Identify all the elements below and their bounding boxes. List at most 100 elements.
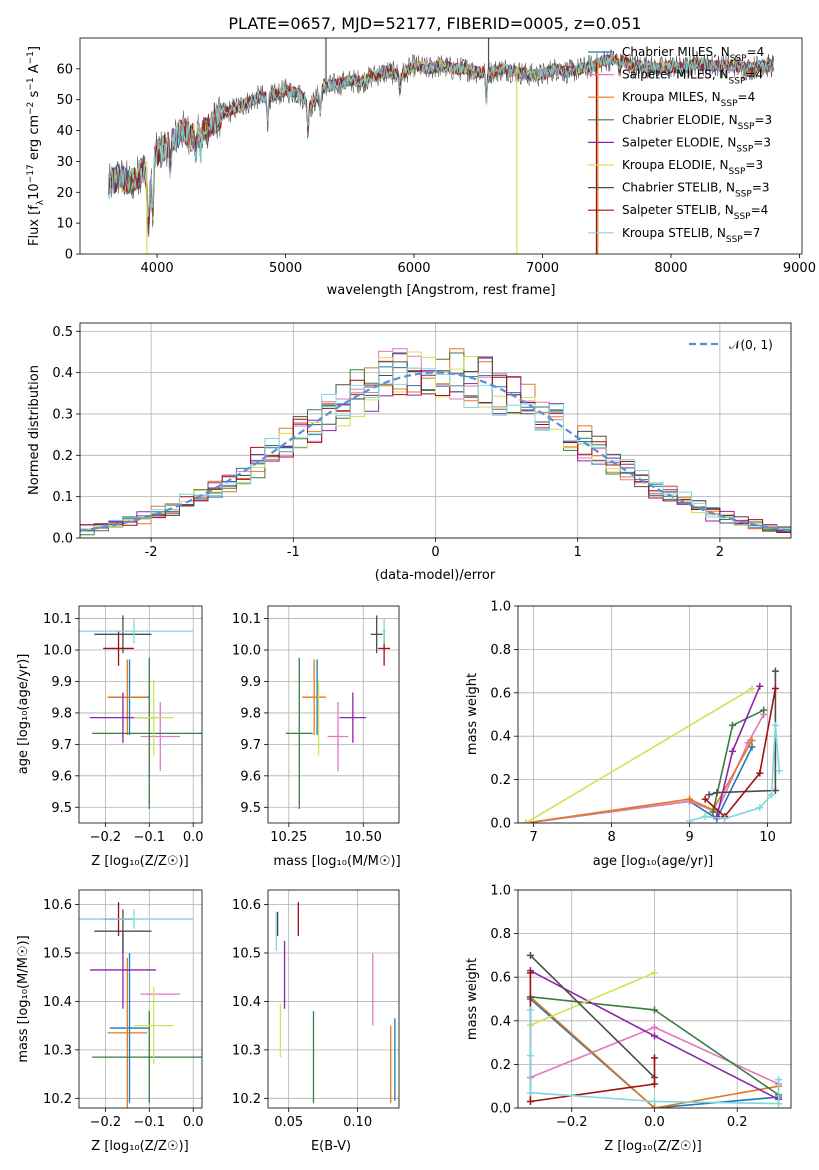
- label-part: Chabrier MILES, N: [622, 45, 730, 59]
- x-tick-label: 6000: [397, 261, 430, 276]
- weight-marker-chabrier-stelib: [771, 667, 779, 675]
- label-part: −1: [26, 51, 36, 64]
- x-tick-label: 0.10: [343, 1115, 372, 1130]
- residual-histogram-kroupa-stelib: [80, 361, 791, 535]
- y-tick-label: 20: [56, 186, 73, 201]
- legend-entry-salpeter-stelib: Salpeter STELIB, NSSP=4: [622, 203, 768, 222]
- y-axis-label: mass [log₁₀(M/M☉)]: [16, 935, 31, 1062]
- axes-frame: [78, 605, 203, 824]
- y-tick-label: 10.6: [43, 898, 72, 913]
- y-tick-label: 0.0: [490, 817, 511, 832]
- weight-marker-kroupa-stelib: [526, 1052, 534, 1060]
- weight-line-kroupa-elodie: [530, 972, 655, 1026]
- x-tick-label: 0.05: [274, 1115, 303, 1130]
- label-part: erg cm: [27, 115, 42, 164]
- y-tick-label: 10.5: [232, 946, 261, 961]
- legend-entry-chabrier-elodie: Chabrier ELODIE, NSSP=3: [622, 113, 772, 132]
- weight-marker-chabrier-stelib: [713, 789, 721, 797]
- weight-marker-kroupa-miles: [686, 795, 694, 803]
- label-part: =4: [747, 45, 765, 59]
- y-tick-label: 10.2: [43, 1092, 72, 1107]
- x-axis-label: Z [log₁₀(Z/Z☉)]: [91, 854, 188, 869]
- y-tick-label: 9.6: [51, 769, 72, 784]
- weight-marker-kroupa-stelib: [775, 1076, 783, 1084]
- mass-vs-metallicity-panel: −0.2 −0.1 0.0 10.2 10.3 10.4 10.5 10.6 Z [log₁₀(…: [16, 889, 204, 1154]
- weight-marker-kroupa-miles: [748, 737, 756, 745]
- y-tick-label: 9.5: [51, 801, 72, 816]
- plot-area: [522, 667, 783, 823]
- x-tick-label: -2: [145, 545, 158, 560]
- label-part: Salpeter STELIB, N: [622, 203, 734, 217]
- weight-marker-kroupa-stelib: [756, 804, 764, 812]
- weight-marker-kroupa-stelib: [768, 791, 775, 799]
- weight-line-chabrier-miles: [529, 998, 779, 1108]
- label-part: =4: [738, 90, 756, 104]
- x-axis-label: Z [log₁₀(Z/Z☉)]: [604, 1139, 701, 1154]
- label-part: =3: [745, 158, 763, 172]
- y-tick-label: 0.0: [52, 532, 73, 547]
- x-tick-label: 2: [716, 545, 724, 560]
- age-vs-mass-panel: 10.25 10.50 9.5 9.6 9.7 9.8 9.9 10.0 10.1 mass [l…: [232, 605, 401, 869]
- label-part: Kroupa ELODIE, N: [622, 158, 729, 172]
- weight-marker-salpeter-stelib: [651, 1080, 658, 1088]
- label-part: −17: [26, 164, 36, 183]
- y-tick-label: 0.6: [490, 686, 511, 701]
- y-tick-label: 0.8: [490, 927, 511, 942]
- residuals-panel: -2 -1 0 1 2 0.0 0.1 0.2 0.3 0.4 0.5 (data-model)/er…: [27, 322, 792, 583]
- weight-line-kroupa-elodie: [525, 687, 753, 823]
- plot-area: [285, 615, 391, 809]
- mass-vs-ebv-panel: 0.05 0.10 10.2 10.3 10.4 10.5 10.6 E(B-V): [232, 889, 400, 1154]
- x-axis-label: age [log₁₀(age/yr)]: [593, 854, 714, 869]
- y-tick-label: 10.5: [43, 946, 72, 961]
- weight-marker-kroupa-stelib: [701, 812, 709, 820]
- model-spectrum-kroupa-stelib: [107, 52, 774, 218]
- axes-frame: [267, 605, 400, 824]
- y-tick-label: 10.3: [232, 1043, 261, 1058]
- weight-vs-metallicity-panel: −0.2 0.0 0.2 0.0 0.2 0.4 0.6 0.8 1.0 Z [log₁₀(Z/Z…: [465, 884, 792, 1154]
- y-tick-label: 9.8: [240, 706, 261, 721]
- x-tick-label: −0.2: [90, 1115, 122, 1130]
- weight-marker-chabrier-elodie: [760, 706, 768, 714]
- x-axis-label: Z [log₁₀(Z/Z☉)]: [91, 1139, 188, 1154]
- weight-line-kroupa-miles: [529, 996, 779, 1108]
- legend-entry-kroupa-miles: Kroupa MILES, NSSP=4: [622, 90, 755, 109]
- y-tick-label: 0.3: [52, 407, 73, 422]
- axes-frame: [267, 889, 400, 1109]
- axes-frame: [79, 322, 792, 539]
- weight-marker-chabrier-elodie: [651, 1006, 658, 1014]
- x-tick-label: 0.0: [644, 1115, 665, 1130]
- label-part: ]: [27, 46, 42, 51]
- label-part: SSP: [729, 77, 746, 87]
- weight-marker-salpeter-stelib: [756, 769, 764, 777]
- x-tick-label: 8000: [654, 261, 687, 276]
- label-part: SSP: [736, 144, 753, 154]
- y-tick-label: 9.9: [51, 675, 72, 690]
- x-tick-label: −0.2: [90, 830, 122, 845]
- weight-line-kroupa-miles: [525, 740, 753, 823]
- weight-marker-salpeter-miles: [651, 1023, 658, 1031]
- plot-area: [79, 615, 202, 809]
- label-part: =3: [753, 135, 771, 149]
- weight-marker-salpeter-elodie: [651, 1032, 658, 1040]
- x-axis-label: E(B-V): [311, 1139, 351, 1154]
- weight-marker-salpeter-stelib: [701, 795, 709, 803]
- weight-line-salpeter-stelib: [529, 972, 656, 1103]
- x-tick-label: 0: [431, 545, 439, 560]
- y-tick-label: 0.0: [490, 1102, 511, 1117]
- y-axis-label: mass weight: [465, 958, 480, 1040]
- weight-marker-kroupa-stelib: [651, 1097, 658, 1105]
- plot-area: [79, 902, 202, 1108]
- y-tick-label: 10.4: [232, 995, 261, 1010]
- label-part: =7: [743, 226, 761, 240]
- y-tick-label: 9.8: [51, 706, 72, 721]
- label-part: =4: [745, 68, 763, 82]
- y-tick-label: 50: [56, 93, 73, 108]
- weight-line-chabrier-stelib: [708, 671, 777, 796]
- y-tick-label: 10.1: [43, 612, 72, 627]
- legend-entry-salpeter-elodie: Salpeter ELODIE, NSSP=3: [622, 135, 771, 154]
- label-part: SSP: [735, 190, 752, 200]
- weight-marker-kroupa-stelib: [771, 721, 779, 729]
- legend-entry-salpeter-miles: Salpeter MILES, NSSP=4: [622, 68, 763, 87]
- weight-marker-chabrier-miles: [748, 743, 756, 751]
